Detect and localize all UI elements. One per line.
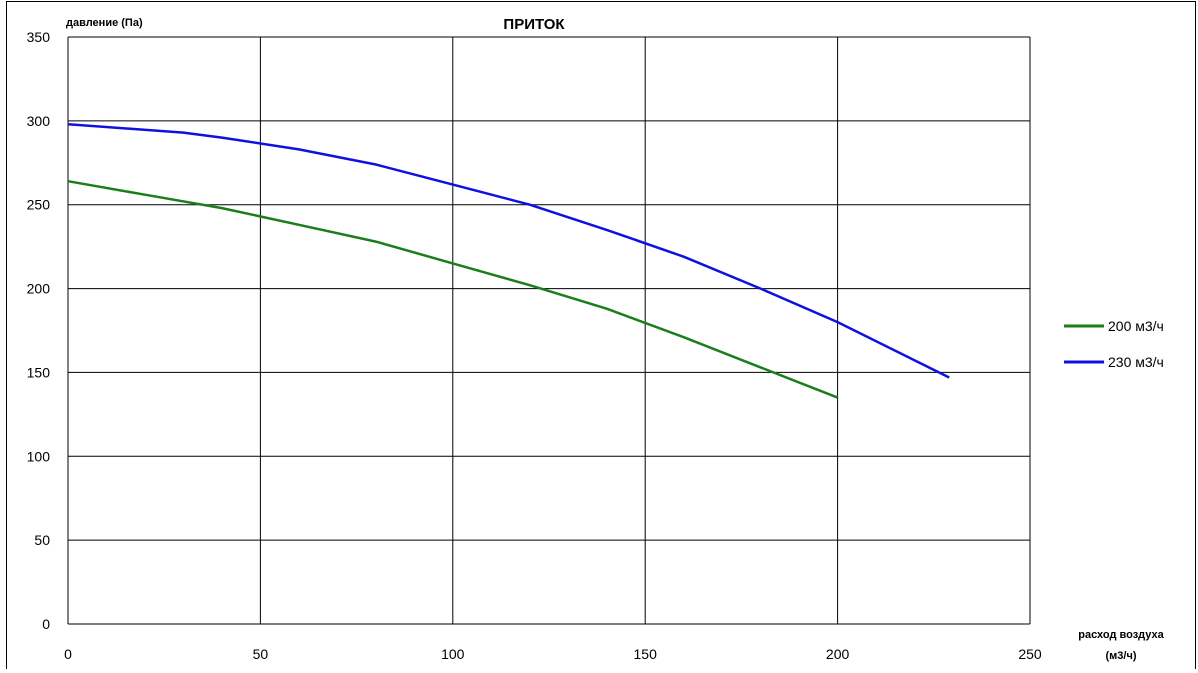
y-tick-label: 50 xyxy=(34,532,50,548)
x-tick-label: 0 xyxy=(64,646,72,662)
x-axis-label-line2: (м3/ч) xyxy=(1105,650,1136,662)
series-line-2 xyxy=(67,122,950,379)
legend-label: 230 м3/ч xyxy=(1108,354,1164,370)
y-tick-label: 200 xyxy=(27,281,51,297)
y-tick-label: 300 xyxy=(27,113,51,129)
legend: 200 м3/ч 230 м3/ч xyxy=(1064,318,1164,370)
x-tick-label: 200 xyxy=(826,646,850,662)
series-lines xyxy=(67,122,950,399)
chart-frame xyxy=(6,1,1196,669)
x-axis-label-line1: расход воздуха xyxy=(1078,629,1164,641)
y-tick-label: 0 xyxy=(42,616,50,632)
y-tick-label: 100 xyxy=(27,448,51,464)
series-line-1 xyxy=(67,179,839,399)
x-tick-label: 50 xyxy=(253,646,269,662)
y-axis-label: давление (Па) xyxy=(66,17,143,29)
grid xyxy=(67,36,1031,625)
y-tick-label: 350 xyxy=(27,29,51,45)
legend-label: 200 м3/ч xyxy=(1108,318,1164,334)
y-tick-label: 150 xyxy=(27,364,51,380)
x-tick-labels: 0 50 100 150 200 250 xyxy=(64,646,1042,662)
chart-title: ПРИТОК xyxy=(503,16,565,33)
y-tick-label: 250 xyxy=(27,197,51,213)
x-tick-label: 250 xyxy=(1018,646,1042,662)
x-tick-label: 150 xyxy=(634,646,658,662)
y-tick-labels: 0 50 100 150 200 250 300 350 xyxy=(27,29,51,632)
x-tick-label: 100 xyxy=(441,646,465,662)
